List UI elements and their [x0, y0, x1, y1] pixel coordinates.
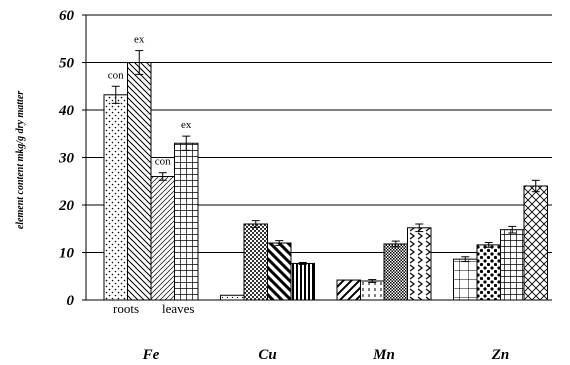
- annotation-con: con: [155, 156, 171, 168]
- y-tick-label: 60: [59, 8, 75, 24]
- category-label-fe: Fe: [142, 347, 160, 363]
- bar-mn-4: [407, 227, 432, 301]
- bar-cu-4: [290, 262, 315, 301]
- axes: [85, 15, 552, 301]
- bar-mn-1: [336, 279, 361, 301]
- category-label-cu: Cu: [258, 347, 276, 363]
- annotation-roots: roots: [113, 301, 139, 316]
- annotation-ex: ex: [134, 34, 145, 46]
- annotation-ex: ex: [181, 119, 192, 131]
- bar-fe-4: [174, 142, 199, 301]
- category-label-zn: Zn: [491, 347, 510, 363]
- category-labels: Fe Cu Mn Zn: [142, 347, 510, 363]
- y-tick-label: 30: [58, 151, 75, 167]
- annotation-leaves: leaves: [162, 301, 194, 316]
- bar-zn-2: [476, 244, 501, 301]
- y-tick-label: 10: [59, 246, 75, 262]
- y-tick-label: 40: [58, 103, 75, 119]
- bar-mn-3: [383, 243, 408, 301]
- bar-mn-2: [360, 280, 385, 301]
- bar-cu-2: [243, 223, 268, 301]
- bar-zn-3: [500, 229, 525, 301]
- bar-cu-3: [267, 242, 292, 301]
- bar-zn-1: [453, 258, 478, 301]
- category-label-mn: Mn: [372, 347, 395, 363]
- y-tick-label: 50: [59, 56, 75, 72]
- annotation-con: con: [108, 69, 124, 81]
- bar-fe-3: [150, 176, 175, 301]
- y-axis-label: element content mkg/g dry matter: [15, 91, 26, 229]
- bar-fe-2: [127, 62, 152, 301]
- bar-cu-1: [220, 294, 245, 301]
- y-tick-label: 0: [67, 293, 75, 309]
- y-axis-ticks: 0 10 20 30 40 50 60: [58, 8, 86, 309]
- y-tick-label: 20: [58, 198, 75, 214]
- bar-zn-4: [523, 185, 548, 301]
- bars: con ex con ex: [103, 34, 548, 301]
- bar-fe-1: [103, 94, 128, 301]
